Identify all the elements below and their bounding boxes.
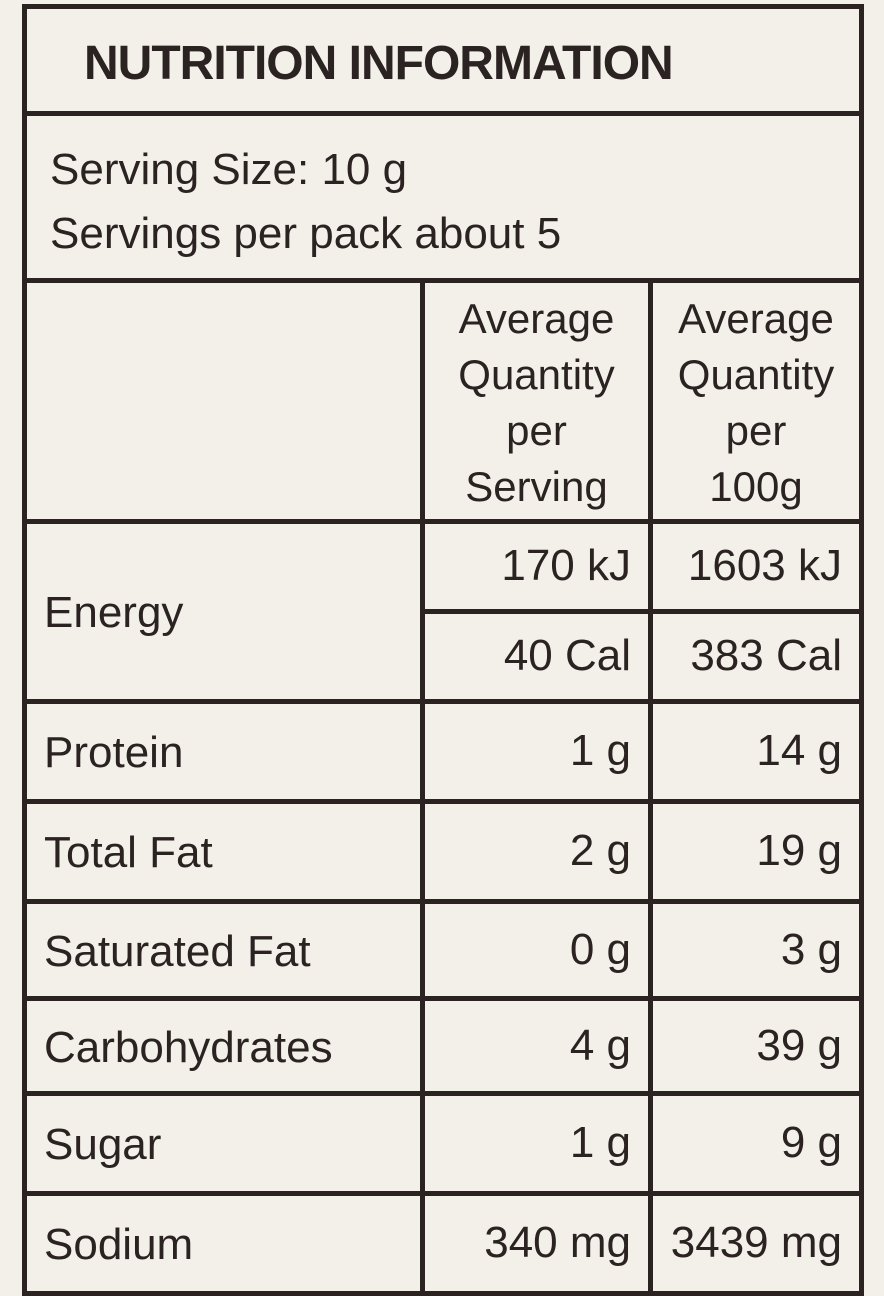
- value: 170 kJ: [501, 541, 631, 590]
- header-blank: [22, 278, 425, 524]
- value: 1603 kJ: [687, 541, 842, 590]
- row-label: Energy: [44, 588, 184, 637]
- value: 1 g: [569, 726, 631, 775]
- value: 383 Cal: [690, 631, 842, 680]
- header-text: Quantity: [458, 351, 615, 398]
- value: 40 Cal: [503, 631, 631, 680]
- value: 9 g: [780, 1118, 842, 1167]
- serving-line: Servings per pack about 5: [50, 209, 562, 258]
- row-label: Total Fat: [44, 828, 213, 877]
- header-text: per: [725, 407, 787, 454]
- value: 39 g: [756, 1020, 842, 1070]
- title: NUTRITION INFORMATION: [84, 37, 674, 90]
- header-text: per: [506, 407, 567, 454]
- value: 19 g: [756, 826, 842, 875]
- row-label: Saturated Fat: [44, 926, 311, 976]
- row-label: Protein: [44, 728, 184, 777]
- value: 14 g: [756, 726, 842, 775]
- value: 3439 mg: [670, 1218, 842, 1267]
- row-label: Sugar: [44, 1120, 162, 1169]
- value: 3 g: [780, 924, 842, 974]
- header-text: Average: [678, 295, 834, 342]
- value: 2 g: [569, 826, 631, 875]
- value: 1 g: [569, 1118, 631, 1167]
- header-text: Serving: [465, 463, 608, 510]
- row-label: Carbohydrates: [44, 1022, 333, 1072]
- row-label: Sodium: [44, 1220, 194, 1269]
- value: 0 g: [569, 924, 631, 974]
- value: 4 g: [569, 1020, 631, 1070]
- header-text: Average: [458, 295, 615, 342]
- value: 340 mg: [484, 1218, 631, 1267]
- header-text: Quantity: [677, 351, 835, 398]
- header-text: 100g: [709, 463, 803, 510]
- serving-line: Serving Size: 10 g: [50, 145, 408, 194]
